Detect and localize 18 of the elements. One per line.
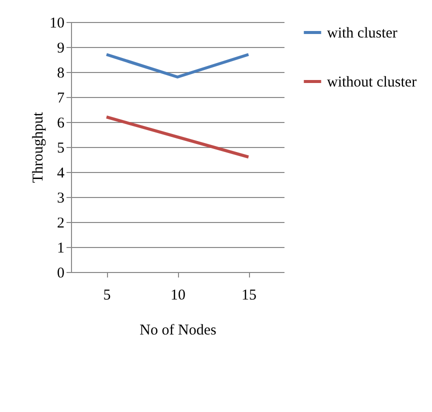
- y-axis-title: Throughput: [30, 111, 46, 183]
- y-tick-label: 0: [57, 266, 64, 282]
- y-tick-label: 1: [57, 240, 64, 256]
- legend-label: with cluster: [327, 26, 398, 42]
- x-tick-label: 10: [170, 288, 186, 304]
- y-tick-label: 6: [57, 116, 65, 132]
- y-tick-label: 10: [50, 16, 64, 32]
- y-tick-label: 7: [57, 90, 65, 106]
- y-tick-label: 2: [57, 216, 64, 232]
- y-tick-label: 5: [57, 140, 64, 156]
- x-tick-label: 5: [103, 288, 111, 304]
- y-tick-label: 4: [57, 166, 65, 182]
- x-tick-label: 15: [242, 288, 256, 304]
- y-tick-label: 9: [57, 40, 64, 56]
- y-tick-label: 3: [57, 190, 64, 206]
- x-axis-title: No of Nodes: [140, 322, 216, 338]
- y-tick-label: 8: [57, 66, 64, 82]
- legend-label: without cluster: [327, 74, 417, 90]
